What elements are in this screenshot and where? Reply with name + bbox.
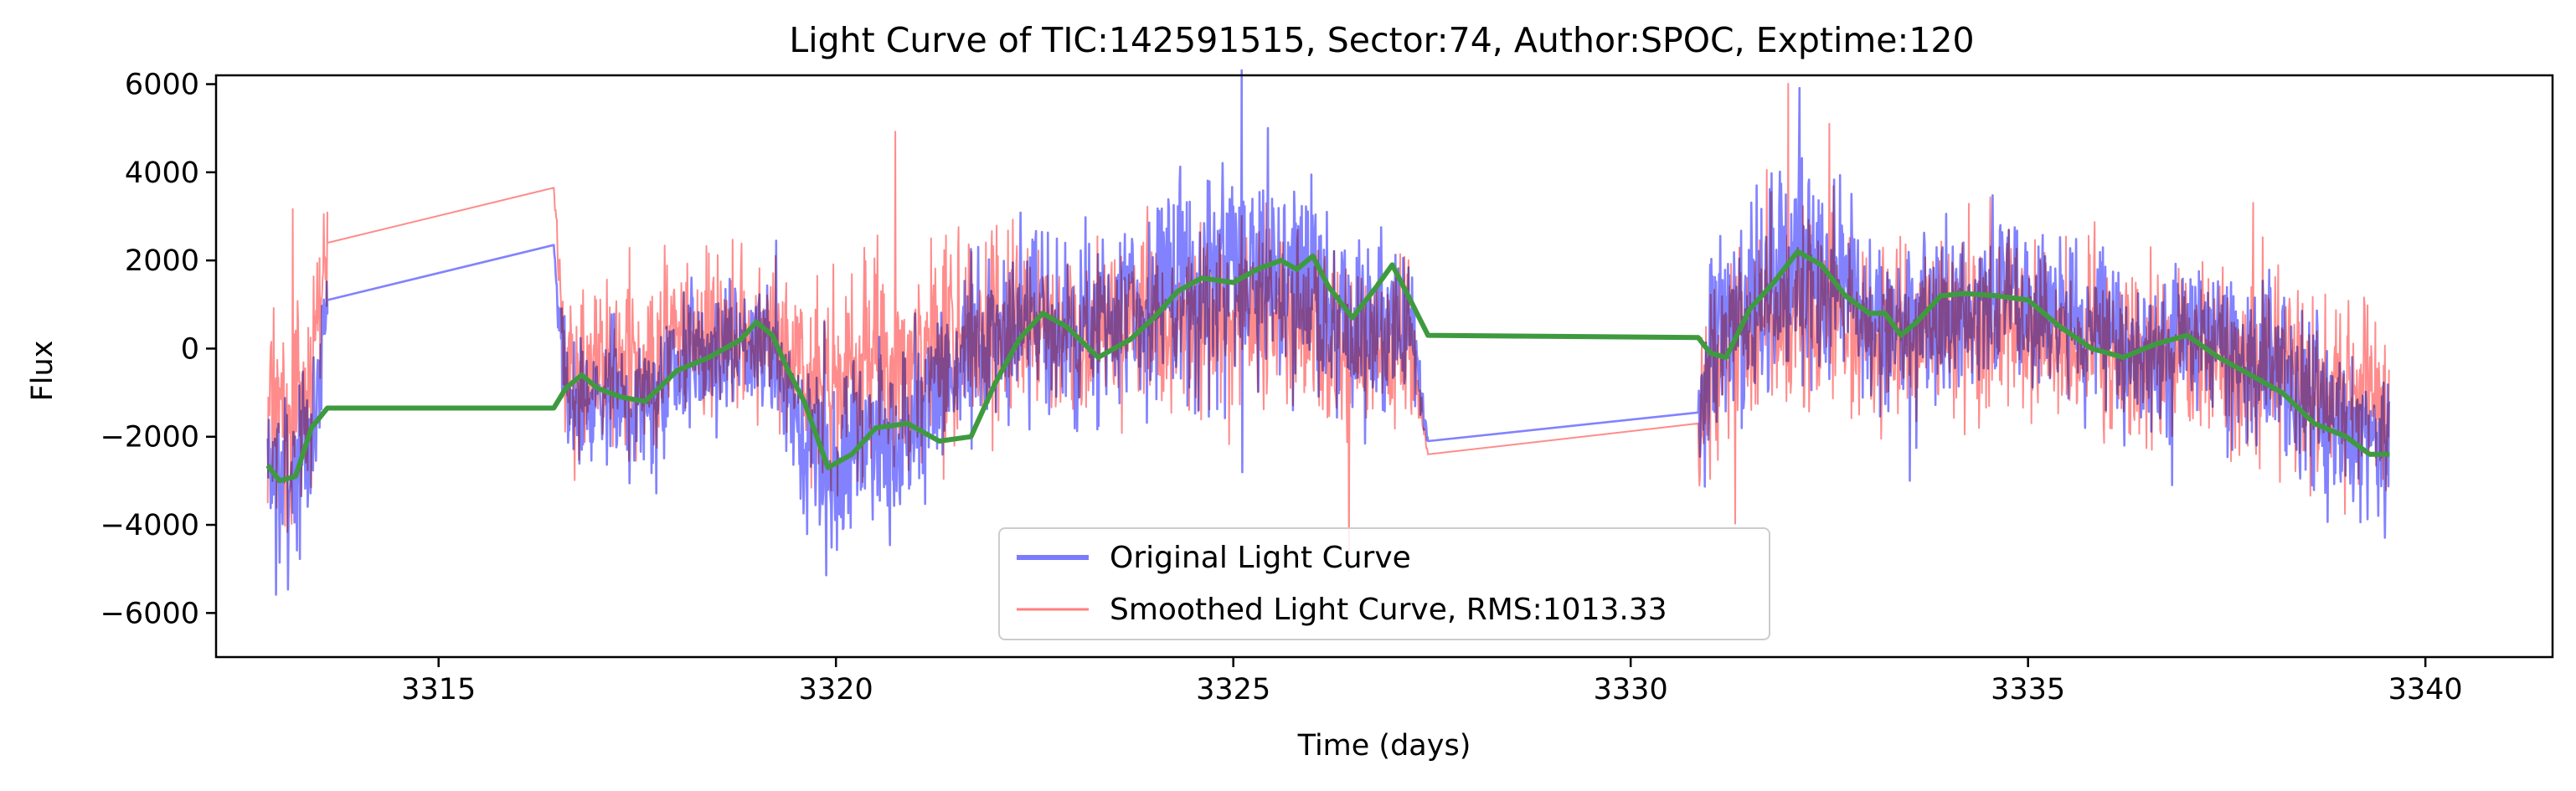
- plot-area-frame: [214, 74, 2554, 659]
- y-tick-label: −6000: [100, 597, 199, 630]
- series-layer: [265, 69, 2390, 596]
- smoothed-light-curve-line: [266, 83, 2390, 572]
- x-axis-label: Time (days): [1297, 729, 1471, 763]
- y-tick-label: 4000: [125, 157, 199, 190]
- y-axis: −6000 −4000 −2000 0 2000 4000 6000: [100, 69, 216, 630]
- legend-label-smoothed: Smoothed Light Curve, RMS:1013.33: [1110, 593, 1667, 627]
- trend-curve-line: [265, 249, 2390, 484]
- y-tick-label: −4000: [100, 509, 199, 542]
- x-tick-label: 3340: [2388, 673, 2463, 706]
- x-tick-label: 3320: [799, 673, 873, 706]
- x-tick-label: 3325: [1196, 673, 1270, 706]
- legend: Original Light Curve Smoothed Light Curv…: [998, 527, 1770, 640]
- y-tick-label: 6000: [125, 69, 199, 102]
- chart-title: Light Curve of TIC:142591515, Sector:74,…: [789, 20, 1974, 60]
- y-tick-label: −2000: [100, 421, 199, 455]
- y-axis-label: Flux: [26, 341, 59, 402]
- legend-box: [998, 527, 1770, 640]
- x-tick-label: 3330: [1594, 673, 1668, 706]
- y-tick-label: 0: [181, 332, 199, 366]
- x-axis: 3315 3320 3325 3330 3335 3340: [401, 657, 2463, 706]
- legend-label-original: Original Light Curve: [1110, 541, 1411, 575]
- x-tick-label: 3335: [1991, 673, 2065, 706]
- y-tick-label: 2000: [125, 244, 199, 278]
- x-tick-label: 3315: [401, 673, 476, 706]
